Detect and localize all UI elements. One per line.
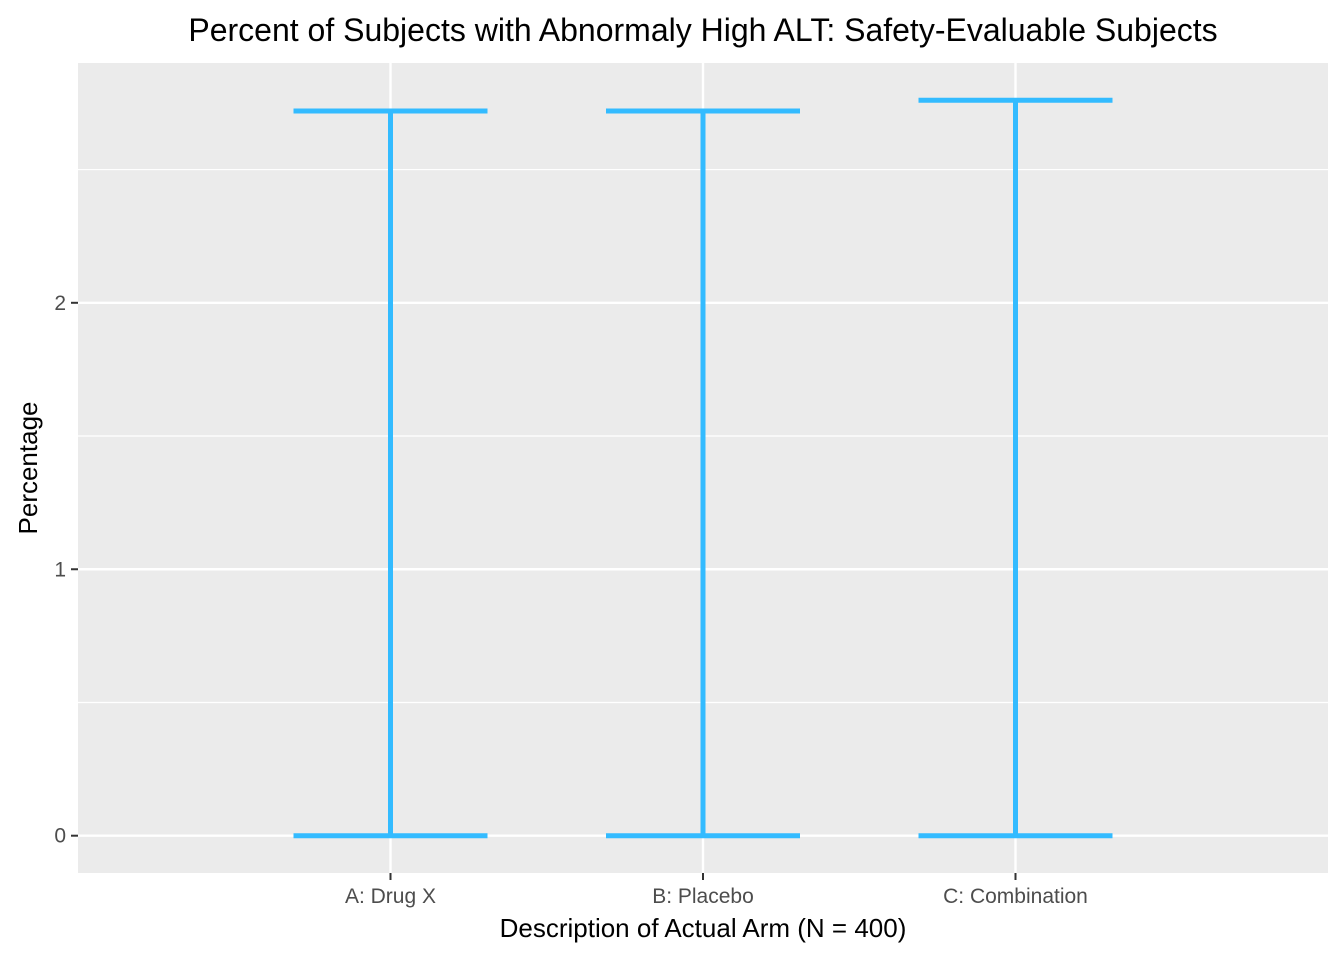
y-tick-label: 1 <box>54 558 66 581</box>
errorbar <box>918 97 1113 839</box>
x-tick-label: C: Combination <box>943 885 1088 908</box>
x-tick-label: B: Placebo <box>652 885 754 908</box>
x-axis-title: Description of Actual Arm (N = 400) <box>500 913 907 943</box>
x-axis: A: Drug X B: Placebo C: Combination <box>345 873 1088 908</box>
errorbar <box>293 108 488 839</box>
y-axis-title: Percentage <box>13 402 43 535</box>
errorbars <box>293 97 1113 839</box>
y-tick-label: 2 <box>54 292 66 315</box>
x-tick-label: A: Drug X <box>345 885 436 908</box>
y-axis: 0 1 2 <box>54 292 78 848</box>
errorbar <box>606 108 800 839</box>
y-tick-label: 0 <box>54 825 66 848</box>
chart-title: Percent of Subjects with Abnormaly High … <box>188 12 1217 48</box>
